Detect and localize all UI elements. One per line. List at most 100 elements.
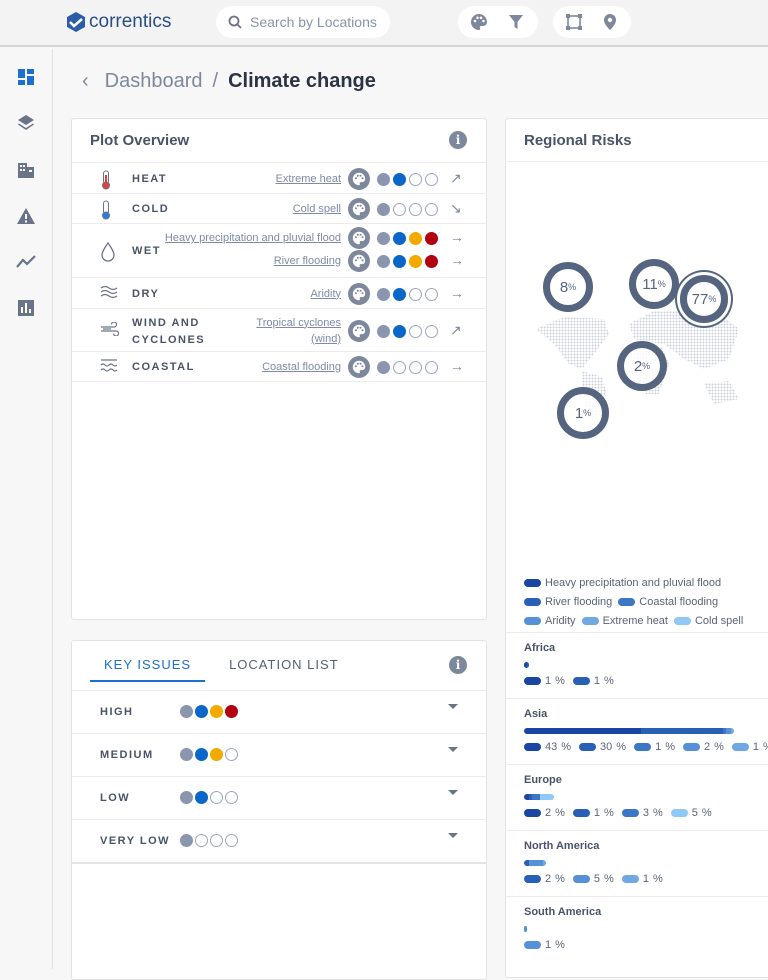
location-pin-icon[interactable] <box>603 13 617 31</box>
risk-dot-filled <box>195 791 208 804</box>
legend-swatch <box>581 617 599 625</box>
palette-icon[interactable] <box>348 167 370 190</box>
risk-dot-empty <box>393 361 406 374</box>
search-icon <box>228 15 242 29</box>
trend-arrow-icon: → <box>450 284 464 301</box>
info-icon[interactable]: i <box>449 656 467 674</box>
hazard-link[interactable]: Tropical cyclones (wind) <box>256 316 341 345</box>
hazard-category-label: WET <box>132 245 161 257</box>
risk-dot-filled <box>393 324 406 338</box>
palette-icon[interactable] <box>348 356 370 378</box>
palette-icon[interactable] <box>348 250 370 272</box>
region-value: 1% <box>572 675 614 687</box>
region-bar-segment <box>540 794 554 800</box>
region-row: South America 1% <box>506 896 768 962</box>
region-value: 2% <box>524 807 565 819</box>
map-marker-north-america[interactable]: 8% <box>543 262 593 312</box>
region-value: 2% <box>682 741 724 753</box>
map-marker-south-america[interactable]: 1% <box>557 387 609 439</box>
risk-dot-empty <box>409 203 422 216</box>
hazard-link[interactable]: Cold spell <box>292 203 341 215</box>
dashboard-icon[interactable] <box>16 67 36 87</box>
hazard-link[interactable]: Heavy precipitation and pluvial flood <box>164 232 341 244</box>
percent-sign: % <box>568 282 577 292</box>
region-bar-segment <box>543 860 546 866</box>
risk-dot-filled <box>180 748 193 761</box>
legend-item: Aridity <box>524 612 576 630</box>
legend-swatch <box>524 598 541 606</box>
risk-dot-filled <box>195 748 208 761</box>
map-marker-asia[interactable]: 77% <box>680 275 728 323</box>
region-value: 30% <box>579 741 626 753</box>
region-bar-segment <box>524 860 530 866</box>
filter-icon[interactable] <box>508 13 524 31</box>
plot-overview-panel: Plot Overview i HEAT Extreme heat ↗ COLD Col… <box>71 118 487 620</box>
info-icon[interactable]: i <box>449 131 467 149</box>
palette-icon[interactable] <box>348 319 370 342</box>
region-value: 5% <box>670 807 712 819</box>
palette-icon[interactable] <box>470 13 488 31</box>
chevron-down-icon[interactable] <box>448 704 458 709</box>
palette-icon[interactable] <box>348 198 370 220</box>
search-input[interactable]: Search by Locations <box>216 6 390 38</box>
risk-dot-filled <box>210 748 223 761</box>
logo[interactable]: correntics <box>66 11 171 33</box>
top-bar: correntics Search by Locations <box>0 0 768 47</box>
map-marker-europe[interactable]: 11% <box>629 259 679 309</box>
tab-key-issues[interactable]: KEY ISSUES <box>90 657 206 682</box>
hazard-category-label: DRY <box>132 287 160 300</box>
trend-arrow-icon: ↗ <box>450 169 462 186</box>
bar-chart-icon[interactable] <box>16 298 36 318</box>
key-issue-row[interactable]: LOW <box>72 776 486 819</box>
legend-item: Extreme heat <box>581 612 668 630</box>
severity-label: MEDIUM <box>100 749 154 761</box>
region-bar <box>524 860 546 866</box>
hazard-link[interactable]: Extreme heat <box>275 172 341 185</box>
risk-level-dots <box>377 255 438 268</box>
breadcrumb-separator: / <box>212 70 219 92</box>
chevron-down-icon[interactable] <box>448 747 458 752</box>
risk-dot-filled <box>377 203 390 216</box>
key-issue-row[interactable]: HIGH <box>72 690 486 733</box>
map-marker-africa[interactable]: 2% <box>617 341 667 391</box>
key-issue-row[interactable]: MEDIUM <box>72 733 486 776</box>
region-value: 43% <box>524 741 571 753</box>
region-name: North America <box>524 840 600 852</box>
region-name: Asia <box>524 708 548 720</box>
back-chevron-icon[interactable]: ‹ <box>82 70 89 92</box>
trend-arrow-icon: → <box>450 358 464 374</box>
region-bar <box>524 728 735 734</box>
risk-dot-filled <box>393 255 406 268</box>
risk-dot-empty <box>425 287 438 301</box>
palette-icon[interactable] <box>348 282 370 305</box>
key-issue-row[interactable]: VERY LOW <box>72 819 486 862</box>
tab-location-list[interactable]: LOCATION LIST <box>229 657 339 672</box>
hazard-link[interactable]: River flooding <box>273 255 341 267</box>
risk-level-dots <box>180 834 238 847</box>
hazard-link[interactable]: Aridity <box>310 287 341 300</box>
risk-dot-empty <box>409 324 422 338</box>
sidebar <box>0 49 53 969</box>
risk-dot-empty <box>425 324 438 338</box>
risk-dot-filled <box>409 232 422 245</box>
marker-value: 11 <box>642 275 658 293</box>
palette-icon[interactable] <box>348 227 370 249</box>
polygon-select-icon[interactable] <box>565 13 583 31</box>
region-value: 1% <box>572 807 614 819</box>
hazard-category-label: HEAT <box>132 172 168 185</box>
chevron-down-icon[interactable] <box>448 833 458 838</box>
layers-icon[interactable] <box>16 113 36 133</box>
style-filter-group <box>458 6 538 38</box>
region-bar-segment <box>524 662 527 668</box>
warning-icon[interactable] <box>16 206 36 226</box>
chevron-down-icon[interactable] <box>448 790 458 795</box>
legend-label: Aridity <box>545 615 576 627</box>
risk-dot-empty <box>195 834 208 847</box>
trend-icon[interactable] <box>16 252 36 272</box>
breadcrumb-parent[interactable]: Dashboard <box>104 70 203 92</box>
buildings-icon[interactable] <box>16 160 36 180</box>
region-row: Europe 2% 1% 3% 5% <box>506 764 768 830</box>
hazard-link[interactable]: Coastal flooding <box>262 361 341 373</box>
region-bar-segment <box>725 728 732 734</box>
marker-value: 8 <box>559 278 569 296</box>
